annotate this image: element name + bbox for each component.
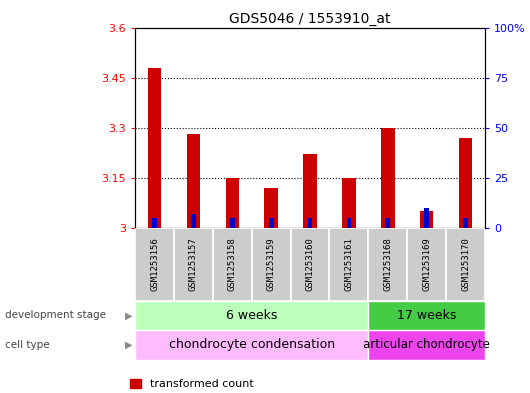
Bar [368, 228, 407, 301]
Text: GSM1253157: GSM1253157 [189, 237, 198, 291]
Text: GSM1253158: GSM1253158 [228, 237, 237, 291]
Bar [347, 218, 351, 228]
Bar [191, 214, 196, 228]
Bar [385, 218, 390, 228]
Bar [303, 154, 317, 228]
Bar [135, 301, 368, 330]
Text: GSM1253160: GSM1253160 [306, 237, 314, 291]
Bar [213, 228, 252, 301]
Bar [152, 218, 157, 228]
Bar [425, 208, 429, 228]
Bar [174, 228, 213, 301]
Bar [381, 128, 394, 228]
Bar [252, 228, 290, 301]
Text: GSM1253161: GSM1253161 [344, 237, 354, 291]
Text: GSM1253168: GSM1253168 [383, 237, 392, 291]
Bar [230, 218, 235, 228]
Text: GSM1253159: GSM1253159 [267, 237, 276, 291]
Text: development stage: development stage [5, 310, 107, 320]
Text: 17 weeks: 17 weeks [397, 309, 456, 322]
Bar [368, 330, 485, 360]
Title: GDS5046 / 1553910_at: GDS5046 / 1553910_at [229, 13, 391, 26]
Bar [459, 138, 472, 228]
Text: ▶: ▶ [125, 310, 132, 320]
Legend: transformed count, percentile rank within the sample: transformed count, percentile rank withi… [130, 379, 338, 393]
Text: 6 weeks: 6 weeks [226, 309, 277, 322]
Bar [135, 228, 174, 301]
Bar [342, 178, 356, 228]
Bar [290, 228, 330, 301]
Bar [148, 68, 161, 228]
Text: chondrocyte condensation: chondrocyte condensation [169, 338, 335, 351]
Bar [368, 301, 485, 330]
Bar [463, 218, 468, 228]
Text: GSM1253169: GSM1253169 [422, 237, 431, 291]
Text: GSM1253170: GSM1253170 [461, 237, 470, 291]
Bar [308, 218, 312, 228]
Bar [226, 178, 239, 228]
Bar [446, 228, 485, 301]
Bar [187, 134, 200, 228]
Text: GSM1253156: GSM1253156 [150, 237, 159, 291]
Bar [407, 228, 446, 301]
Bar [135, 330, 368, 360]
Bar [330, 228, 368, 301]
Bar [269, 218, 273, 228]
Text: cell type: cell type [5, 340, 50, 350]
Bar [264, 188, 278, 228]
Text: articular chondrocyte: articular chondrocyte [363, 338, 490, 351]
Bar [420, 211, 434, 228]
Text: ▶: ▶ [125, 340, 132, 350]
